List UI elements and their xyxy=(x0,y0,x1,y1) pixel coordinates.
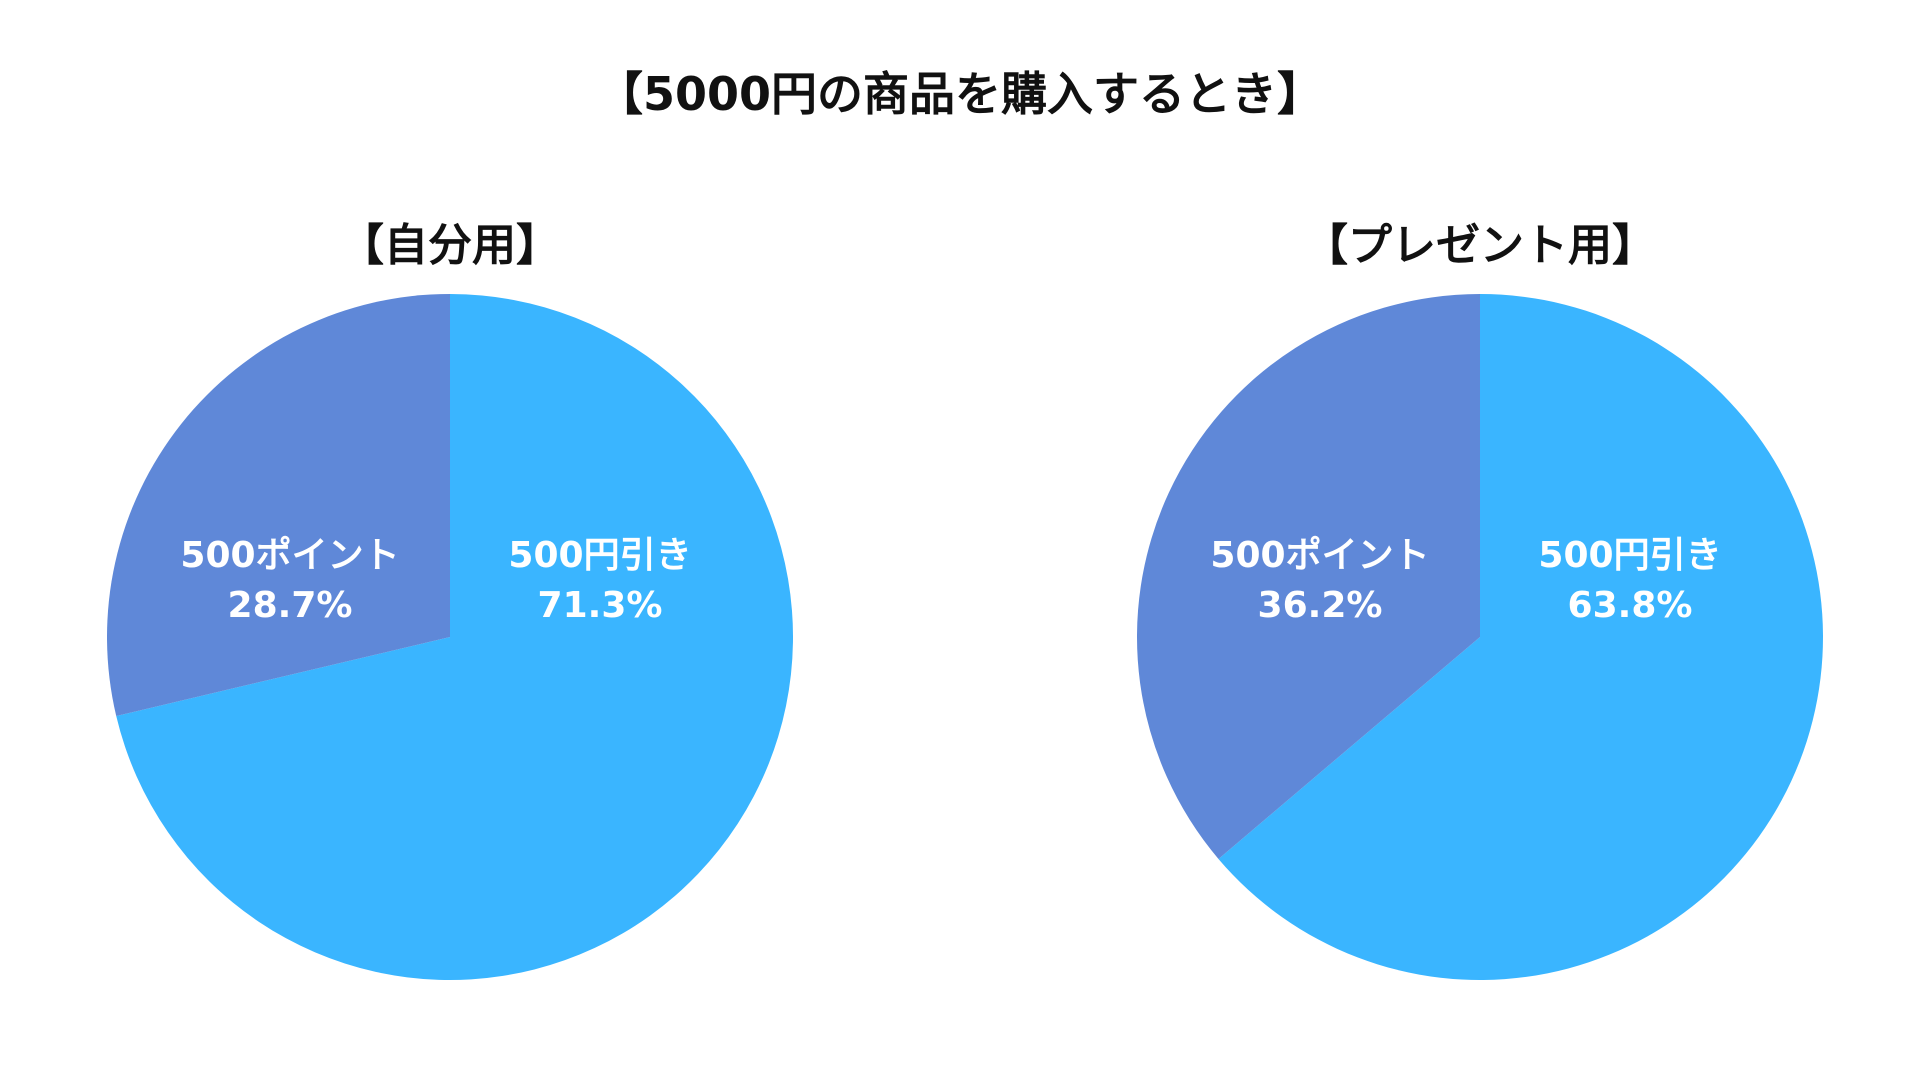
slice-value-points-self: 28.7% xyxy=(228,585,353,626)
pie-slice-points-self xyxy=(107,294,451,717)
pie-slice-discount-self xyxy=(116,294,794,980)
pie-slices-self xyxy=(107,294,794,980)
slice-label-points-self: 500ポイント xyxy=(180,534,399,576)
slice-label-discount-present: 500円引き xyxy=(1538,535,1721,576)
chart-title-present: 【プレゼント用】 xyxy=(1304,220,1656,271)
pie-chart-self: 【自分用】 500円引き 71.3% 500ポイント 28.7% xyxy=(107,220,794,980)
pie-chart-present: 【プレゼント用】 500円引き 63.8% 500ポイント 36.2% xyxy=(1136,220,1823,981)
slice-value-discount-present: 63.8% xyxy=(1568,585,1693,626)
slice-value-discount-self: 71.3% xyxy=(538,585,663,626)
slice-label-discount-self: 500円引き xyxy=(508,535,691,576)
pie-slice-points-present xyxy=(1136,294,1480,859)
pie-labels-present: 500円引き 63.8% 500ポイント 36.2% xyxy=(1210,534,1721,626)
slice-value-points-present: 36.2% xyxy=(1258,585,1383,626)
main-title: 【5000円の商品を購入するとき】 xyxy=(597,67,1323,121)
pie-labels-self: 500円引き 71.3% 500ポイント 28.7% xyxy=(180,534,691,626)
pie-slices-present xyxy=(1136,294,1823,981)
pie-slice-discount-present xyxy=(1218,294,1823,981)
slice-label-points-present: 500ポイント xyxy=(1210,534,1429,576)
chart-title-self: 【自分用】 xyxy=(340,220,560,271)
